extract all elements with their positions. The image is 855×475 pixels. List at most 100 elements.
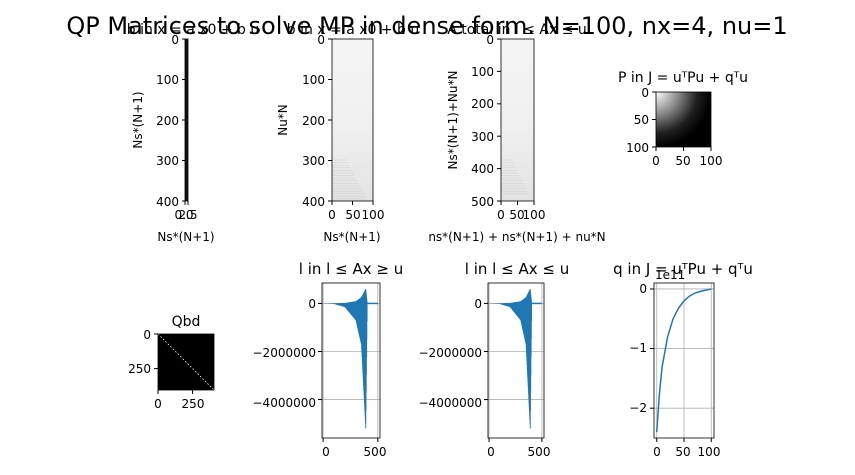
y-tick-label: 100 xyxy=(626,141,649,155)
y-tick-label: −1 xyxy=(629,341,647,355)
y-axis-label: Ns*(N+1) xyxy=(131,91,145,148)
subplot-title: l in l ≤ Ax ≥ u xyxy=(299,260,403,278)
x-tick-label: 250 xyxy=(182,397,205,411)
y-axis: 0 −1 −2 xyxy=(629,282,654,415)
y-axis: 0 50 100 xyxy=(626,86,656,155)
series-line xyxy=(655,288,712,433)
series-oscillation xyxy=(488,289,532,429)
x-tick-label: 0 xyxy=(322,445,330,459)
subplot-title: Qbd xyxy=(172,314,201,330)
y-tick-label: 100 xyxy=(156,73,179,87)
y-tick-label: 100 xyxy=(302,73,325,87)
x-axis: 0 250 xyxy=(154,390,204,411)
y-axis: 0 −2000000 −4000000 xyxy=(419,297,488,410)
subplot-title: A total in l ≤ Ax ≤ u xyxy=(447,22,587,38)
y-tick-label: 400 xyxy=(156,195,179,209)
x-axis-label: Ns*(N+1) xyxy=(157,230,214,244)
subplot-b-matrix-narrow: b in x = a x0 + b u 0 100 200 300 400 0.… xyxy=(127,22,260,244)
x-tick-label: 0 xyxy=(154,397,162,411)
plot-frame xyxy=(321,282,381,439)
y-tick-label: 0 xyxy=(474,297,482,311)
x-axis-label: ns*(N+1) + ns*(N+1) + nu*N xyxy=(428,230,605,244)
heatmap-stripes xyxy=(332,159,367,200)
x-tick-label: 0 xyxy=(497,208,505,222)
y-tick-label: 200 xyxy=(156,114,179,128)
y-tick-label: 250 xyxy=(128,362,151,376)
subplot-l-vector-2: l in l ≤ Ax ≤ u 0 −2000000 −4000000 0 50… xyxy=(419,260,570,459)
gridlines xyxy=(654,283,714,438)
y-tick-label: 200 xyxy=(471,97,494,111)
x-axis: 0 50 100 xyxy=(328,201,384,222)
x-tick-label: 500 xyxy=(364,445,387,459)
y-tick-label: −4000000 xyxy=(253,396,317,410)
heatmap-image xyxy=(332,39,373,201)
subplot-title: l in l ≤ Ax ≤ u xyxy=(465,260,569,278)
y-tick-label: −4000000 xyxy=(419,396,483,410)
x-axis: 0 500 xyxy=(322,438,386,459)
subplot-p-matrix: P in J = uᵀPu + qᵀu 0 50 100 0 50 100 xyxy=(618,70,748,168)
y-tick-label: 0 xyxy=(143,328,151,342)
x-axis: 0 50 100 xyxy=(652,147,722,168)
y-tick-label: 0 xyxy=(486,33,494,47)
x-tick-label: 0 xyxy=(653,445,661,459)
y-tick-label: −2 xyxy=(629,401,647,415)
x-axis: 0 500 xyxy=(487,438,550,459)
y-tick-label: 400 xyxy=(471,162,494,176)
y-tick-label: 500 xyxy=(471,195,494,209)
plot-frame xyxy=(157,333,215,391)
subplot-q-vector: q in J = uᵀPu + qᵀu 1e11 0 −1 −2 0 50 10… xyxy=(613,260,753,459)
heatmap-stripes xyxy=(501,159,529,195)
y-tick-label: 300 xyxy=(471,130,494,144)
heatmap-image xyxy=(656,92,711,147)
x-axis-label: Ns*(N+1) xyxy=(323,230,380,244)
x-tick-label: 50 xyxy=(675,154,690,168)
subplot-l-vector-1: l in l ≤ Ax ≥ u 0 −2000000 −4000000 0 50… xyxy=(253,260,404,459)
y-tick-label: 300 xyxy=(156,154,179,168)
y-tick-label: 400 xyxy=(302,195,325,209)
x-tick-label: 0 xyxy=(487,445,495,459)
y-axis-label: Nu*N xyxy=(276,104,290,136)
x-tick-label: 50 xyxy=(509,208,524,222)
x-tick-label: 100 xyxy=(700,154,723,168)
x-tick-label: 100 xyxy=(698,445,721,459)
y-tick-label: 0 xyxy=(171,33,179,47)
series-line-path xyxy=(655,288,712,433)
x-tick-label: 0 xyxy=(652,154,660,168)
y-axis: 0 100 200 300 400 xyxy=(302,33,332,209)
x-tick-label: 500 xyxy=(528,445,551,459)
x-tick-label: 0.0 xyxy=(174,208,193,222)
y-tick-label: −2000000 xyxy=(253,346,317,360)
y-axis: 0 −2000000 −4000000 xyxy=(253,297,322,410)
x-axis: 0 50 100 xyxy=(653,438,720,459)
heatmap-image xyxy=(501,39,534,201)
series-line xyxy=(322,289,378,429)
subplot-title: b in x = a x0 + b u xyxy=(127,22,260,38)
y-tick-label: 0 xyxy=(639,282,647,296)
x-axis: 0 50 100 xyxy=(497,201,545,222)
series-oscillation xyxy=(322,289,368,429)
subplot-title: b in x = a x0 + b u xyxy=(287,22,420,38)
y-tick-label: 0 xyxy=(641,86,649,100)
y-tick-label: 0 xyxy=(317,33,325,47)
subplot-title: P in J = uᵀPu + qᵀu xyxy=(618,70,748,86)
y-tick-label: 50 xyxy=(634,113,649,127)
subplot-b-matrix: b in x = a x0 + b u 0 100 200 300 400 0 … xyxy=(276,22,419,244)
y-tick-label: 300 xyxy=(302,154,325,168)
x-tick-label: 2.5 xyxy=(178,208,197,222)
y-axis: 0 100 200 300 400 500 xyxy=(471,33,501,209)
x-axis: 0.0 2.5 xyxy=(174,201,198,222)
y-axis: 0 100 200 300 400 xyxy=(156,33,185,209)
x-tick-label: 100 xyxy=(362,208,385,222)
offset-text: 1e11 xyxy=(655,268,685,282)
y-axis: 0 250 xyxy=(128,328,158,376)
y-tick-label: 100 xyxy=(471,65,494,79)
y-axis-label: Ns*(N+1)+Nu*N xyxy=(446,71,460,170)
diagonal-entries xyxy=(157,333,215,391)
y-tick-label: 0 xyxy=(308,297,316,311)
y-tick-label: −2000000 xyxy=(419,346,483,360)
x-tick-label: 0 xyxy=(328,208,336,222)
gridlines xyxy=(322,283,380,438)
figure-title: QP Matrices to solve MP in dense form. N… xyxy=(66,12,787,40)
x-tick-label: 50 xyxy=(345,208,360,222)
